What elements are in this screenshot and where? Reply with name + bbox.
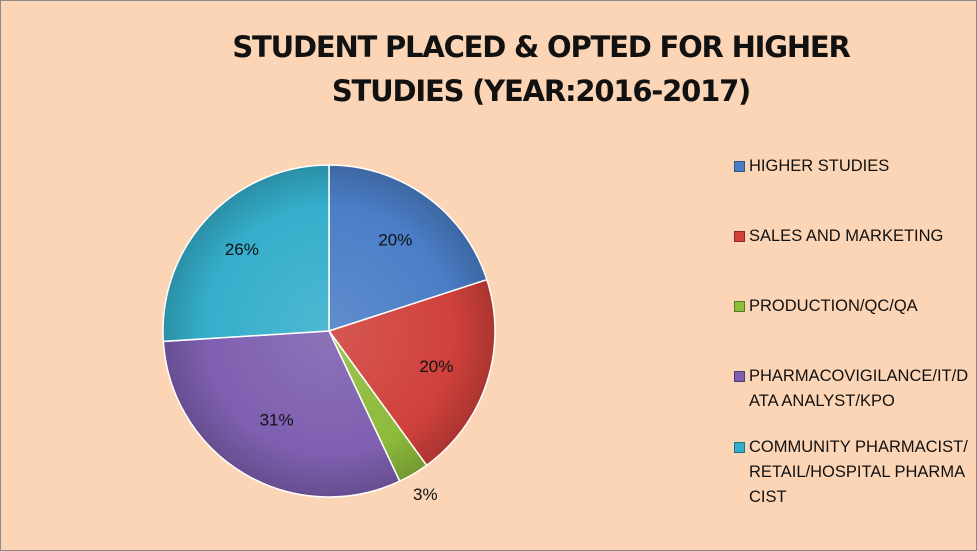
legend-swatch-community-pharmacist — [734, 442, 745, 453]
data-label-pharmacovigilance: 31% — [260, 411, 294, 430]
legend-swatch-higher-studies — [734, 161, 745, 172]
legend-swatch-production-qc-qa — [734, 301, 745, 312]
chart-title-line-2: STUDIES (YEAR:2016-2017) — [331, 74, 751, 108]
pie-slice-sales-and-marketing — [327, 278, 496, 467]
legend-label-sales-and-marketing: SALES AND MARKETING — [749, 227, 944, 245]
legend-label-production-qc-qa: PRODUCTION/QC/QA — [749, 297, 918, 315]
data-label-production-qc-qa: 3% — [413, 485, 438, 504]
legend-label-pharmacovigilance: PHARMACOVIGILANCE/IT/DATA ANALYST/KPO — [749, 367, 969, 410]
legend-swatch-pharmacovigilance — [734, 371, 745, 382]
pie-slice-higher-studies — [328, 164, 488, 333]
data-label-higher-studies: 20% — [378, 231, 412, 250]
pie-slice-community-pharmacist — [162, 164, 330, 343]
data-label-community-pharmacist: 26% — [225, 240, 259, 259]
data-label-sales-and-marketing: 20% — [419, 357, 453, 376]
chart-title-line-1: STUDENT PLACED & OPTED FOR HIGHER — [232, 30, 851, 64]
legend-swatch-sales-and-marketing — [734, 231, 745, 242]
legend-label-higher-studies: HIGHER STUDIES — [749, 157, 890, 175]
pie-slice-pharmacovigilance — [162, 330, 401, 498]
chart-title: STUDENT PLACED & OPTED FOR HIGHER STUDIE… — [191, 25, 891, 113]
legend-label-community-pharmacist: COMMUNITY PHARMACIST/RETAIL/HOSPITAL PHA… — [749, 438, 968, 506]
